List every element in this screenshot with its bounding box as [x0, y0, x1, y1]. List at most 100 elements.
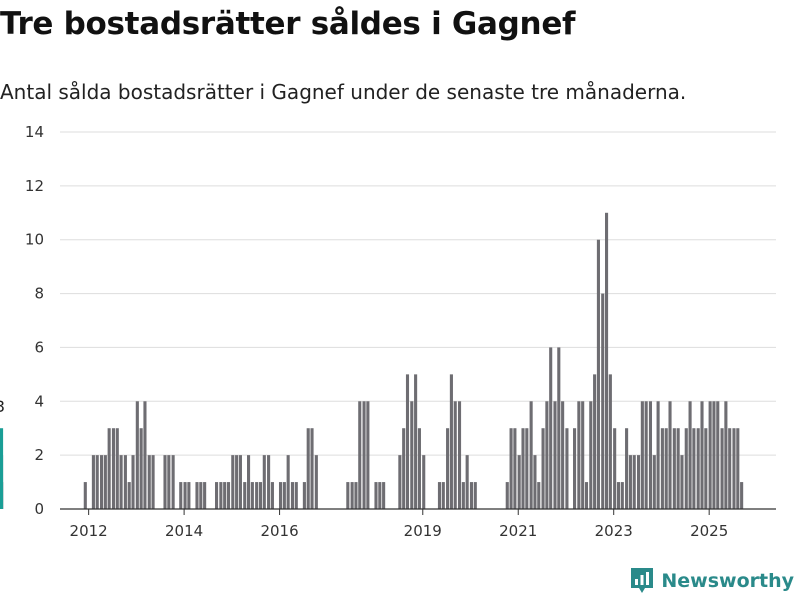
bar	[346, 482, 350, 509]
bar	[728, 428, 732, 509]
bar	[712, 401, 716, 509]
bar	[640, 401, 644, 509]
bar	[449, 374, 453, 509]
bar	[374, 482, 378, 509]
bar	[417, 428, 421, 509]
bar	[601, 293, 605, 509]
bar	[533, 455, 537, 509]
bar	[250, 482, 254, 509]
bar	[223, 482, 227, 509]
bar	[613, 428, 617, 509]
bar	[91, 455, 95, 509]
y-tick-label: 8	[34, 285, 44, 303]
bar	[226, 482, 231, 509]
axes: 2012 2014 2016 2019 2021 2023 2025	[60, 508, 776, 540]
bar	[199, 482, 203, 509]
bar	[163, 455, 167, 509]
bar	[696, 428, 700, 509]
bar	[123, 455, 127, 509]
bar	[139, 428, 143, 509]
bar	[708, 401, 712, 509]
bar	[573, 428, 577, 509]
bar	[258, 482, 263, 509]
bar	[660, 428, 664, 509]
bar	[720, 428, 724, 509]
bar	[402, 428, 406, 509]
bar	[565, 428, 569, 509]
bar	[410, 401, 414, 509]
bar	[187, 482, 191, 509]
bar	[267, 455, 271, 509]
y-tick-label: 6	[34, 338, 44, 356]
bar	[628, 455, 632, 509]
bar	[605, 212, 609, 510]
bar	[453, 401, 457, 509]
x-tick-label: 2012	[70, 522, 108, 540]
bar	[664, 428, 668, 509]
bar	[151, 455, 155, 509]
bar	[636, 455, 641, 509]
bar	[354, 482, 358, 509]
bar	[684, 428, 688, 509]
bar	[549, 347, 553, 509]
bar	[688, 401, 692, 509]
bar	[716, 401, 720, 509]
bar	[732, 428, 736, 509]
bar	[243, 482, 247, 509]
bar	[167, 455, 171, 509]
bar	[286, 455, 290, 509]
bar	[302, 482, 306, 509]
bar	[398, 455, 402, 509]
bar	[131, 455, 135, 509]
bar	[231, 455, 235, 509]
bar	[668, 401, 672, 509]
y-tick-label: 12	[25, 177, 44, 195]
bar	[238, 455, 242, 509]
y-tick-label: 14	[25, 123, 44, 141]
bars: 3	[0, 212, 744, 510]
bar	[99, 455, 104, 509]
bar	[700, 401, 704, 509]
bar	[680, 455, 684, 509]
bar	[581, 401, 585, 509]
bar	[736, 428, 740, 509]
bar	[473, 482, 477, 509]
bar	[517, 455, 521, 509]
bar	[405, 374, 410, 509]
bar	[262, 455, 266, 509]
bar	[219, 482, 223, 509]
chart-title: Tre bostadsrätter såldes i Gagnef	[0, 6, 576, 42]
bar	[672, 428, 676, 509]
bar	[740, 482, 744, 509]
bar	[179, 482, 183, 509]
bar	[143, 401, 147, 509]
bar	[656, 401, 660, 509]
chart-subtitle: Antal sålda bostadsrätter i Gagnef under…	[0, 80, 687, 104]
bar	[115, 428, 119, 509]
bar	[350, 482, 354, 509]
bar	[437, 482, 442, 509]
bar	[95, 455, 99, 509]
bar	[382, 482, 386, 509]
x-tick-label: 2021	[499, 522, 537, 540]
bar	[441, 482, 445, 509]
bar	[584, 482, 589, 509]
bar	[446, 428, 450, 509]
bar	[457, 401, 462, 509]
x-tick-label: 2023	[595, 522, 633, 540]
bar	[608, 374, 612, 509]
bar	[358, 401, 362, 509]
bar	[282, 482, 286, 509]
bar	[541, 428, 545, 509]
y-tick-label: 2	[34, 446, 44, 464]
gridlines: 0 2 4 6 8 10 12 14	[25, 123, 776, 518]
bar	[616, 482, 621, 509]
bar	[469, 482, 474, 509]
bar	[310, 428, 314, 509]
bar	[195, 482, 199, 509]
bar	[270, 482, 274, 509]
bar	[378, 482, 382, 509]
bar-latest	[0, 428, 4, 509]
bar	[107, 428, 111, 509]
bar	[362, 401, 366, 509]
